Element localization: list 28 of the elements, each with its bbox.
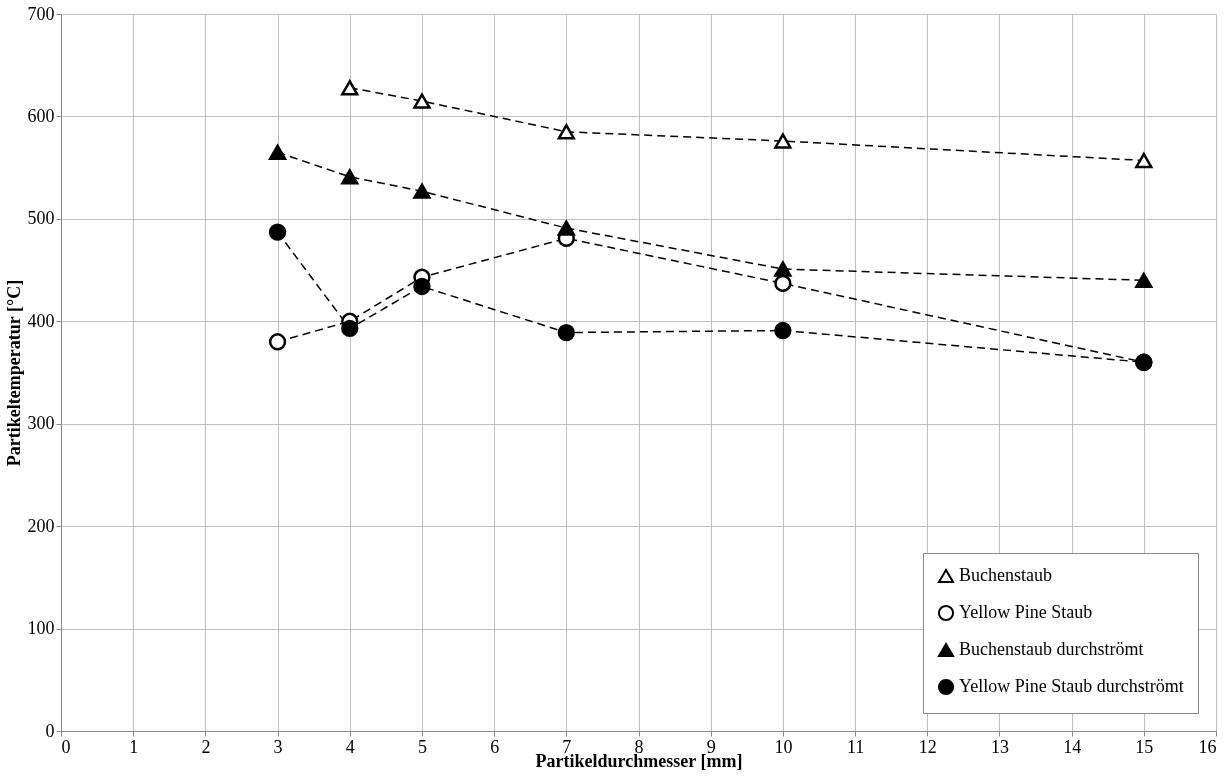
x-tick-label: 16 [1198,736,1217,757]
x-tick-label: 10 [774,736,793,757]
y-tick-label: 0 [45,720,55,741]
y-tick-label: 200 [27,515,55,536]
x-tick-label: 9 [706,736,716,757]
legend-label: Yellow Pine Staub durchströmt [959,676,1184,696]
x-tick-label: 12 [918,736,937,757]
x-tick-label: 13 [990,736,1009,757]
legend-label: Buchenstaub [959,565,1052,585]
y-tick-label: 700 [27,3,55,24]
x-tick-label: 5 [417,736,427,757]
x-tick-label: 3 [273,736,283,757]
x-tick-label: 4 [345,736,355,757]
y-tick-label: 500 [27,208,55,229]
x-tick-label: 11 [846,736,865,757]
y-tick-label: 400 [27,310,55,331]
x-tick-label: 0 [61,736,71,757]
legend-label: Buchenstaub durchströmt [959,639,1144,659]
y-tick-label: 600 [27,105,55,126]
x-tick-label: 15 [1135,736,1154,757]
y-tick-label: 100 [27,618,55,639]
x-tick-label: 1 [129,736,139,757]
x-tick-label: 6 [490,736,500,757]
x-tick-label: 14 [1063,736,1082,757]
legend-label: Yellow Pine Staub [959,602,1093,622]
x-tick-label: 2 [201,736,211,757]
y-axis-title: Partikeltemperatur [°C] [3,279,24,467]
y-tick-label: 300 [27,413,55,434]
